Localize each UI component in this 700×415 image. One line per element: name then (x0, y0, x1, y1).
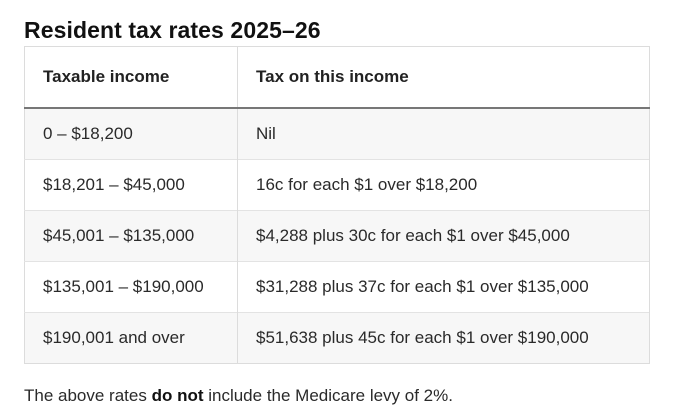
income-range-cell: $135,001 – $190,000 (24, 261, 238, 313)
tax-cell: 16c for each $1 over $18,200 (237, 159, 650, 211)
table-row: $45,001 – $135,000 $4,288 plus 30c for e… (24, 210, 650, 262)
tax-cell: $31,288 plus 37c for each $1 over $135,0… (237, 261, 650, 313)
income-range-cell: $190,001 and over (24, 312, 238, 364)
table-row: $135,001 – $190,000 $31,288 plus 37c for… (24, 261, 650, 313)
table-row: 0 – $18,200 Nil (24, 108, 650, 160)
income-range-cell: $45,001 – $135,000 (24, 210, 238, 262)
tax-cell: $51,638 plus 45c for each $1 over $190,0… (237, 312, 650, 364)
note-emphasis: do not (151, 386, 204, 405)
header-row: Taxable income Tax on this income (24, 46, 650, 109)
tax-cell: $4,288 plus 30c for each $1 over $45,000 (237, 210, 650, 262)
table-row: $18,201 – $45,000 16c for each $1 over $… (24, 159, 650, 211)
column-header-taxable-income: Taxable income (24, 46, 238, 109)
income-range-cell: $18,201 – $45,000 (24, 159, 238, 211)
note-text-after: include the Medicare levy of 2%. (203, 386, 453, 405)
content: Resident tax rates 2025–26 Taxable incom… (24, 17, 700, 406)
table-header: Taxable income Tax on this income (24, 46, 650, 109)
tax-rates-table: Taxable income Tax on this income 0 – $1… (24, 46, 650, 364)
note-text-before: The above rates (24, 386, 152, 405)
income-range-cell: 0 – $18,200 (24, 108, 238, 160)
table-body: 0 – $18,200 Nil $18,201 – $45,000 16c fo… (24, 108, 650, 364)
tax-cell: Nil (237, 108, 650, 160)
medicare-levy-note: The above rates do not include the Medic… (24, 386, 700, 406)
column-header-tax-on-income: Tax on this income (237, 46, 650, 109)
table-row: $190,001 and over $51,638 plus 45c for e… (24, 312, 650, 364)
page-title: Resident tax rates 2025–26 (24, 17, 321, 43)
